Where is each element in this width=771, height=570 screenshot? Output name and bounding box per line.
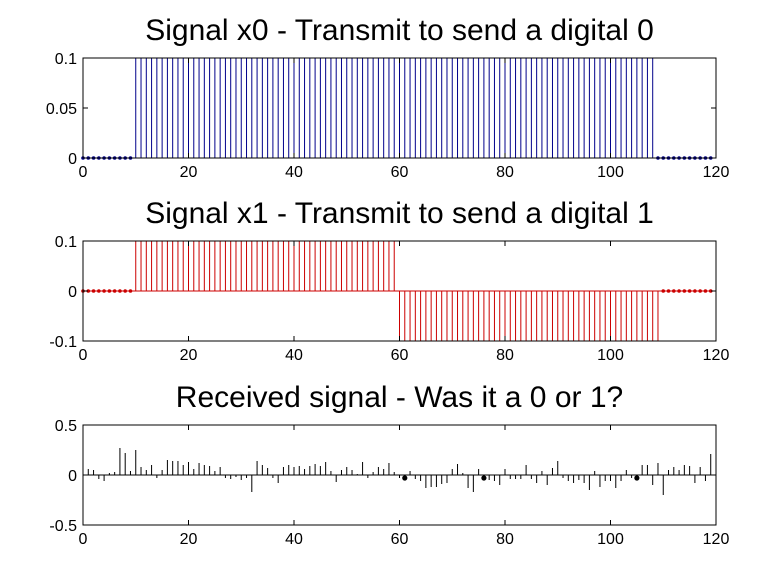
x-tick-label: 100	[597, 347, 624, 364]
zero-marker-4	[102, 289, 106, 293]
zero-marker-1	[86, 289, 91, 293]
x-tick-label: 80	[496, 164, 514, 181]
zero-marker-112	[672, 289, 676, 293]
point-marker-61	[402, 475, 408, 481]
subplot-title: Signal x1 - Transmit to send a digital 1	[145, 197, 654, 230]
y-tick-label: 0	[68, 284, 77, 301]
point-marker-105	[634, 475, 640, 481]
x-tick-label: 40	[285, 347, 303, 364]
zero-marker-8	[123, 289, 127, 293]
subplot-title: Signal x0 - Transmit to send a digital 0	[145, 14, 654, 47]
x-tick-label: 120	[703, 164, 730, 181]
zero-marker-117	[698, 289, 702, 293]
y-tick-label: 0	[68, 468, 77, 485]
zero-marker-6	[112, 289, 117, 293]
zero-marker-7	[118, 289, 122, 293]
x-tick-label: 80	[496, 531, 514, 548]
y-tick-label: 0.05	[46, 101, 77, 118]
x-tick-label: 0	[79, 347, 88, 364]
x-tick-label: 60	[391, 347, 409, 364]
y-tick-label: -0.5	[49, 518, 77, 535]
x-tick-label: 80	[496, 347, 514, 364]
zero-marker-113	[677, 289, 681, 293]
y-tick-label: 0.5	[55, 418, 77, 435]
x-tick-label: 120	[703, 347, 730, 364]
zero-marker-114	[682, 289, 687, 293]
x-tick-label: 100	[597, 531, 624, 548]
subplot-signal-x0: Signal x0 - Transmit to send a digital 0…	[46, 14, 730, 181]
zero-marker-9	[128, 289, 133, 293]
x-tick-label: 100	[597, 164, 624, 181]
subplot-received-signal: Received signal - Was it a 0 or 1? 0 20 40…	[49, 381, 729, 548]
x-tick-label: 0	[79, 531, 88, 548]
y-tick-label: 0.1	[55, 234, 77, 251]
x-tick-label: 20	[180, 164, 198, 181]
zero-marker-110	[661, 289, 666, 293]
zero-marker-2	[91, 289, 96, 293]
zero-marker-111	[666, 289, 671, 293]
y-tick-label: 0.1	[55, 51, 77, 68]
x-tick-label: 40	[285, 531, 303, 548]
subplot-title: Received signal - Was it a 0 or 1?	[176, 381, 623, 414]
zero-marker-119	[708, 289, 713, 293]
x-tick-label: 20	[180, 531, 198, 548]
x-tick-label: 60	[391, 164, 409, 181]
point-marker-76	[481, 475, 487, 481]
zero-marker-115	[687, 289, 692, 293]
zero-marker-116	[693, 289, 697, 293]
subplot-signal-x1: Signal x1 - Transmit to send a digital 1…	[49, 197, 729, 364]
x-tick-label: 40	[285, 164, 303, 181]
zero-marker-5	[107, 289, 112, 293]
x-tick-label: 120	[703, 531, 730, 548]
y-tick-label: 0	[68, 151, 77, 168]
x-tick-label: 20	[180, 347, 198, 364]
y-tick-label: -0.1	[49, 334, 77, 351]
x-tick-label: 60	[391, 531, 409, 548]
zero-marker-3	[97, 289, 101, 293]
zero-marker-118	[703, 289, 708, 293]
x-tick-label: 0	[79, 164, 88, 181]
